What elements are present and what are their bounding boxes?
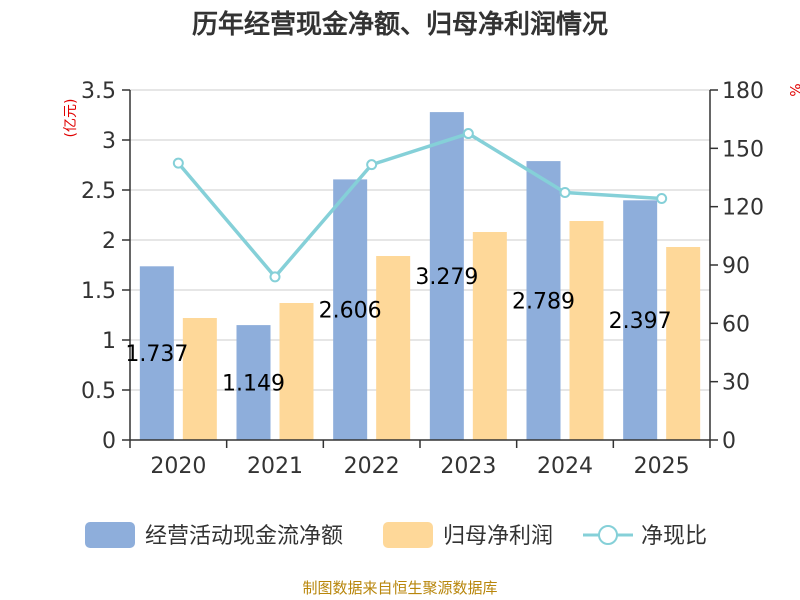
right-tick-label: 150 <box>722 137 764 162</box>
left-tick-label: 3.5 <box>81 79 116 104</box>
net-profit-bar <box>376 256 411 440</box>
chart-title: 历年经营现金净额、归母净利润情况 <box>192 9 608 40</box>
cashflow-data-label: 1.149 <box>222 372 285 397</box>
ratio-point <box>172 157 184 169</box>
cashflow-data-label: 2.789 <box>512 290 575 315</box>
cashflow-bar <box>236 325 271 440</box>
cashflow-bar <box>333 179 368 440</box>
right-tick-label: 180 <box>722 79 764 104</box>
source-note: 制图数据来自恒生聚源数据库 <box>302 579 497 597</box>
legend-label-net-profit: 归母净利润 <box>443 524 553 549</box>
right-tick-label: 30 <box>722 371 750 396</box>
ratio-point <box>366 159 378 171</box>
x-tick-label: 2023 <box>440 454 496 479</box>
axes: 0 0.5 1 1.5 2 2.5 3 3.5 0 30 60 90 120 150 180 2020 2021… <box>81 79 764 479</box>
left-axis-unit: (亿元) <box>63 99 79 138</box>
cashflow-bar <box>139 266 174 440</box>
left-tick-label: 3 <box>102 129 116 154</box>
cashflow-bar <box>429 112 464 440</box>
right-tick-label: 120 <box>722 196 764 221</box>
x-tick-label: 2022 <box>344 454 400 479</box>
legend-label-ratio: 净现比 <box>641 524 707 549</box>
net-profit-bar <box>279 303 314 440</box>
ratio-point <box>462 128 474 140</box>
net-profit-bar <box>472 232 507 440</box>
cashflow-data-label: 1.737 <box>125 342 188 367</box>
left-tick-label: 0 <box>102 429 116 454</box>
legend: 经营活动现金流净额 归母净利润 净现比 <box>85 522 707 549</box>
legend-swatch-net-profit <box>383 522 433 548</box>
legend-swatch-cashflow <box>85 522 135 548</box>
left-tick-label: 2.5 <box>81 179 116 204</box>
right-axis-unit: % <box>786 83 800 96</box>
left-tick-label: 0.5 <box>81 379 116 404</box>
left-tick-label: 2 <box>102 229 116 254</box>
ratio-point <box>269 271 281 283</box>
left-tick-label: 1.5 <box>81 279 116 304</box>
legend-swatch-ratio-marker <box>598 525 618 545</box>
x-tick-label: 2025 <box>634 454 690 479</box>
cashflow-bar <box>623 200 658 440</box>
left-tick-label: 1 <box>102 329 116 354</box>
ratio-line-series <box>172 128 668 283</box>
ratio-line <box>176 131 662 279</box>
bars <box>139 112 701 440</box>
net-profit-bar <box>666 247 701 440</box>
x-tick-label: 2020 <box>150 454 206 479</box>
net-profit-bar <box>569 221 604 440</box>
cashflow-data-label: 2.397 <box>609 309 672 334</box>
x-tick-label: 2021 <box>247 454 303 479</box>
cashflow-data-label: 2.606 <box>319 299 382 324</box>
cashflow-data-label: 3.279 <box>415 265 478 290</box>
cashflow-bar <box>526 161 561 440</box>
net-profit-bar <box>182 318 217 440</box>
right-tick-label: 60 <box>722 312 750 337</box>
right-tick-label: 0 <box>722 429 736 454</box>
data-labels: 1.737 1.149 2.606 3.279 2.789 2.397 <box>125 265 671 397</box>
right-tick-label: 90 <box>722 254 750 279</box>
legend-label-cashflow: 经营活动现金流净额 <box>145 524 343 549</box>
x-tick-label: 2024 <box>537 454 593 479</box>
grid-lines <box>130 89 710 391</box>
ratio-point <box>559 186 571 198</box>
ratio-point <box>656 193 668 204</box>
